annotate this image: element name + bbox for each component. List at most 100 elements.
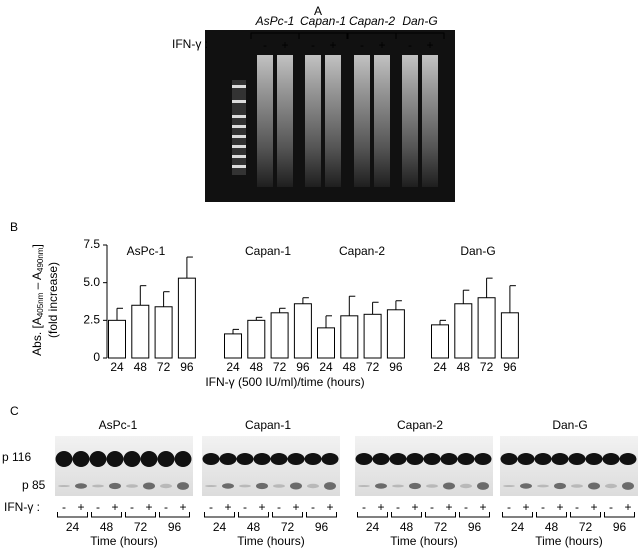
y-tick-label: 5.0	[83, 275, 100, 289]
gel-lane	[354, 55, 370, 187]
treatment-sign: -	[263, 38, 267, 52]
blot-band	[75, 483, 87, 489]
time-label: 24	[366, 520, 380, 534]
y-axis-label-part: Abs. [A	[30, 317, 44, 356]
blot-band	[571, 484, 583, 488]
treatment-sign: -	[130, 500, 134, 514]
x-tick-label: 96	[296, 360, 310, 374]
y-tick-label: 0	[93, 350, 100, 364]
blot-band	[392, 484, 404, 488]
y-axis-label-part: 405nm	[36, 292, 45, 317]
treatment-sign: +	[590, 500, 597, 514]
time-label: 48	[247, 520, 261, 534]
blot-band	[273, 484, 285, 488]
blot-band	[202, 453, 220, 465]
bracket	[425, 512, 456, 518]
treatment-sign: -	[362, 500, 366, 514]
blot-band	[92, 484, 104, 488]
blot-band	[157, 451, 175, 467]
treatment-sign: -	[243, 500, 247, 514]
gel-lane	[257, 55, 273, 187]
treatment-sign: +	[377, 500, 384, 514]
x-tick-label: 96	[180, 360, 194, 374]
blot-band	[503, 485, 515, 487]
ladder-band	[232, 145, 246, 148]
time-label: 48	[545, 520, 559, 534]
blot-band	[358, 485, 370, 487]
bar	[363, 313, 382, 359]
blot-band	[568, 453, 586, 465]
ladder-band	[232, 165, 246, 168]
treatment-sign: +	[329, 38, 336, 52]
time-axis-label: Time (hours)	[535, 534, 603, 548]
blot-band	[423, 453, 441, 465]
x-tick-label: 48	[250, 360, 264, 374]
bracket	[306, 512, 337, 518]
blot-band	[474, 453, 492, 465]
blot-band	[409, 482, 421, 490]
x-tick-label: 72	[480, 360, 494, 374]
y-tick-label: 2.5	[83, 313, 100, 327]
blot-band	[520, 483, 532, 489]
bracket	[570, 512, 601, 518]
blot-band	[174, 451, 192, 467]
ladder-band	[232, 100, 246, 103]
blot-band	[58, 485, 70, 487]
bracket	[91, 512, 122, 518]
treatment-sign: +	[258, 500, 265, 514]
blot-band	[372, 453, 390, 465]
bracket	[125, 512, 156, 518]
bar	[177, 277, 196, 359]
y-axis-label-part: – A	[30, 272, 44, 293]
treatment-sign: +	[179, 500, 186, 514]
panel-label: A	[314, 4, 322, 18]
blot-band	[355, 453, 373, 465]
blot-band	[537, 484, 549, 488]
bracket	[238, 512, 269, 518]
bracket	[604, 512, 635, 518]
ladder-band	[232, 135, 246, 138]
x-tick-label: 72	[157, 360, 171, 374]
bar	[131, 304, 150, 359]
band-label: p 85	[22, 478, 46, 492]
time-label: 96	[613, 520, 627, 534]
time-label: 96	[315, 520, 329, 534]
bracket	[57, 512, 88, 518]
treatment-sign: +	[411, 500, 418, 514]
time-label: 48	[100, 520, 114, 534]
y-axis-label-part: ]	[30, 244, 44, 247]
bracket	[502, 512, 533, 518]
blot-band	[321, 453, 339, 465]
bracket	[395, 32, 445, 39]
group-label: Dan-G	[460, 244, 495, 258]
y-axis-label-part: 490nm	[36, 247, 45, 272]
blot-band	[236, 453, 254, 465]
treatment-sign: -	[209, 500, 213, 514]
treatment-sign: -	[62, 500, 66, 514]
treatment-sign: +	[624, 500, 631, 514]
treatment-sign: +	[292, 500, 299, 514]
x-tick-label: 24	[226, 360, 240, 374]
time-label: 24	[213, 520, 227, 534]
time-label: 24	[511, 520, 525, 534]
blot-band	[109, 482, 121, 490]
cell-line-label: Dan-G	[552, 418, 587, 432]
blot-band	[406, 453, 424, 465]
x-tick-label: 24	[433, 360, 447, 374]
gel-lane	[305, 55, 321, 187]
treatment-sign: -	[464, 500, 468, 514]
bar	[500, 312, 519, 359]
treatment-label: IFN-γ :	[4, 500, 40, 514]
blot-band	[106, 451, 124, 467]
treatment-sign: -	[396, 500, 400, 514]
bracket	[272, 512, 303, 518]
blot-band	[622, 482, 634, 490]
blot-band	[160, 483, 172, 489]
blot-band	[219, 453, 237, 465]
blot-band	[585, 453, 603, 465]
blot-band	[290, 482, 302, 490]
bracket	[204, 512, 235, 518]
y-axis-label: Abs. [A405nm – A490nm]	[30, 244, 45, 356]
treatment-sign: +	[522, 500, 529, 514]
